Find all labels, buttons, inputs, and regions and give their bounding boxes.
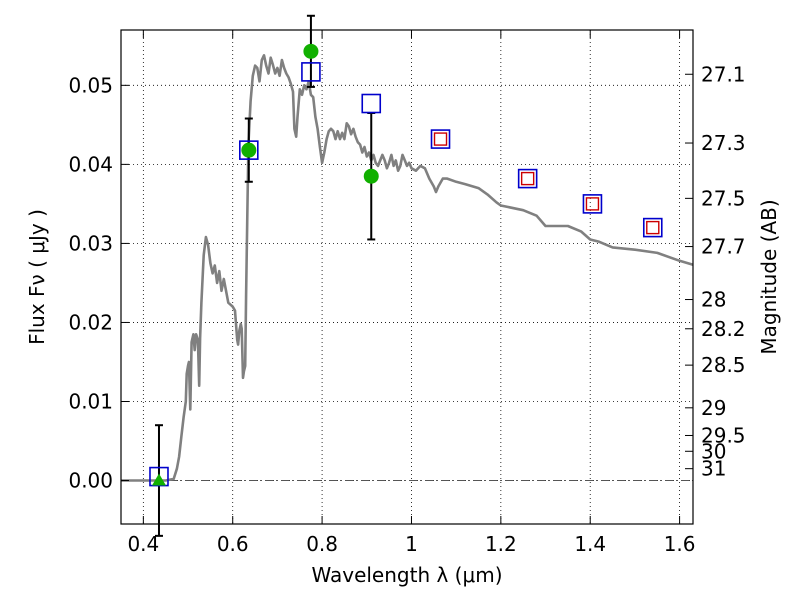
x-tick-label: 1: [405, 532, 418, 556]
right-tick-label: 28: [701, 288, 726, 312]
x-tick-label: 0.8: [306, 532, 338, 556]
observed-flux-marker: [303, 43, 319, 59]
model-band-square: [430, 129, 451, 149]
right-tick-label: 29.5: [701, 423, 746, 447]
model-spectrum-path: [121, 54, 694, 482]
right-tick-label: 27.7: [701, 235, 746, 259]
right-tick-label: 29: [701, 396, 726, 420]
observed-upper-limit-marker: [151, 473, 166, 486]
right-tick-label: 31: [701, 457, 726, 481]
x-tick-label: 1.2: [485, 532, 517, 556]
model-band-square: [642, 217, 663, 238]
x-tick-label: 1.4: [574, 532, 606, 556]
model-spectrum-line: [121, 54, 694, 482]
model-band-square: [149, 466, 169, 487]
right-tick-label: 27.5: [701, 186, 746, 210]
y-tick-label: 0.01: [68, 389, 113, 413]
x-axis-ticks: 0.4 0.6 0.8 1 1.2 1.4 1.6: [127, 30, 696, 556]
y-tick-label: 0.05: [68, 73, 113, 97]
model-band-square: [361, 93, 382, 114]
observed-flux-marker: [363, 168, 379, 184]
right-tick-label: 28.2: [701, 317, 746, 341]
right-tick-label: 30: [701, 439, 726, 463]
observed-flux-marker: [241, 142, 257, 158]
model-band-square: [301, 62, 321, 82]
model-band-inner-square: [520, 171, 535, 186]
plot-frame: [120, 29, 694, 525]
x-tick-label: 1.6: [664, 532, 696, 556]
right-tick-label: 27.1: [701, 62, 746, 86]
x-tick-label: 0.4: [127, 532, 159, 556]
x-axis-label: Wavelength λ (μm): [311, 563, 502, 587]
photometry-markers: [149, 43, 663, 487]
model-band-inner-square: [585, 197, 600, 211]
right-axis-label: Magnitude (AB): [757, 199, 781, 354]
x-tick-label: 0.6: [217, 532, 249, 556]
model-band-square: [582, 194, 603, 214]
model-band-inner-square: [433, 132, 448, 146]
right-tick-label: 27.3: [701, 131, 746, 155]
y-axis-ticks: 0.00 0.01 0.02 0.03 0.04 0.05: [68, 73, 129, 493]
model-band-square: [517, 168, 538, 189]
y-tick-label: 0.00: [68, 469, 113, 493]
model-band-square: [239, 140, 259, 160]
y-tick-label: 0.03: [68, 231, 113, 255]
y-axis-label: Flux Fν ( μJy ): [25, 209, 49, 345]
y-tick-label: 0.02: [68, 310, 113, 334]
model-band-inner-square: [646, 220, 660, 235]
y-tick-label: 0.04: [68, 152, 113, 176]
plot-area: [121, 30, 693, 524]
right-tick-label: 28.5: [701, 353, 746, 377]
